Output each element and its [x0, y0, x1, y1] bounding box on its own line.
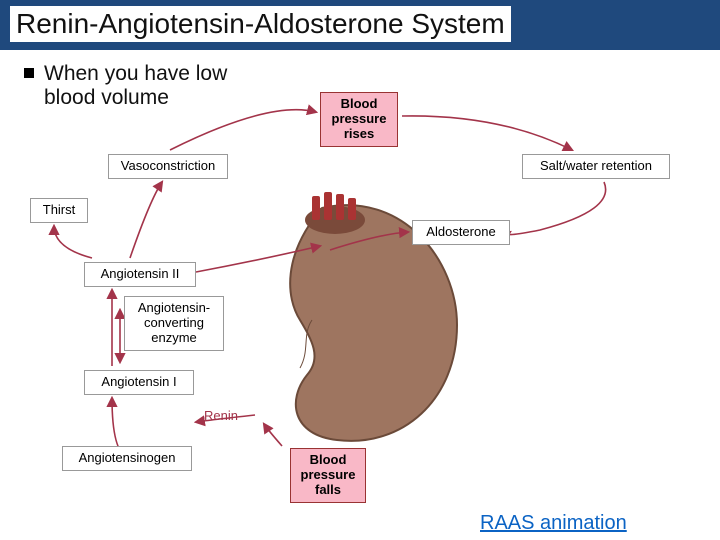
- raas-animation-link[interactable]: RAAS animation: [480, 512, 627, 535]
- box-aldosterone: Aldosterone: [412, 220, 510, 245]
- bullet-square-icon: [24, 68, 34, 78]
- header-bar: Renin-Angiotensin-Aldosterone System: [0, 0, 720, 50]
- box-ang1: Angiotensin I: [84, 370, 194, 395]
- arrow-layer: [0, 50, 720, 510]
- renin-label: Renin: [204, 408, 238, 423]
- raas-diagram: BloodpressurerisesVasoconstrictionSalt/w…: [0, 50, 720, 510]
- bullet-row: When you have low blood volume: [0, 50, 720, 110]
- box-salt_water: Salt/water retention: [522, 154, 670, 179]
- glomerulus-icon: [300, 190, 370, 236]
- page-title: Renin-Angiotensin-Aldosterone System: [10, 6, 511, 42]
- kidney-illustration: [252, 200, 462, 445]
- box-thirst: Thirst: [30, 198, 88, 223]
- box-ace: Angiotensin-convertingenzyme: [124, 296, 224, 351]
- bullet-text: When you have low blood volume: [44, 62, 274, 110]
- box-ang2: Angiotensin II: [84, 262, 196, 287]
- box-angiogen: Angiotensinogen: [62, 446, 192, 471]
- box-bp_falls: Bloodpressurefalls: [290, 448, 366, 503]
- box-vasoconstr: Vasoconstriction: [108, 154, 228, 179]
